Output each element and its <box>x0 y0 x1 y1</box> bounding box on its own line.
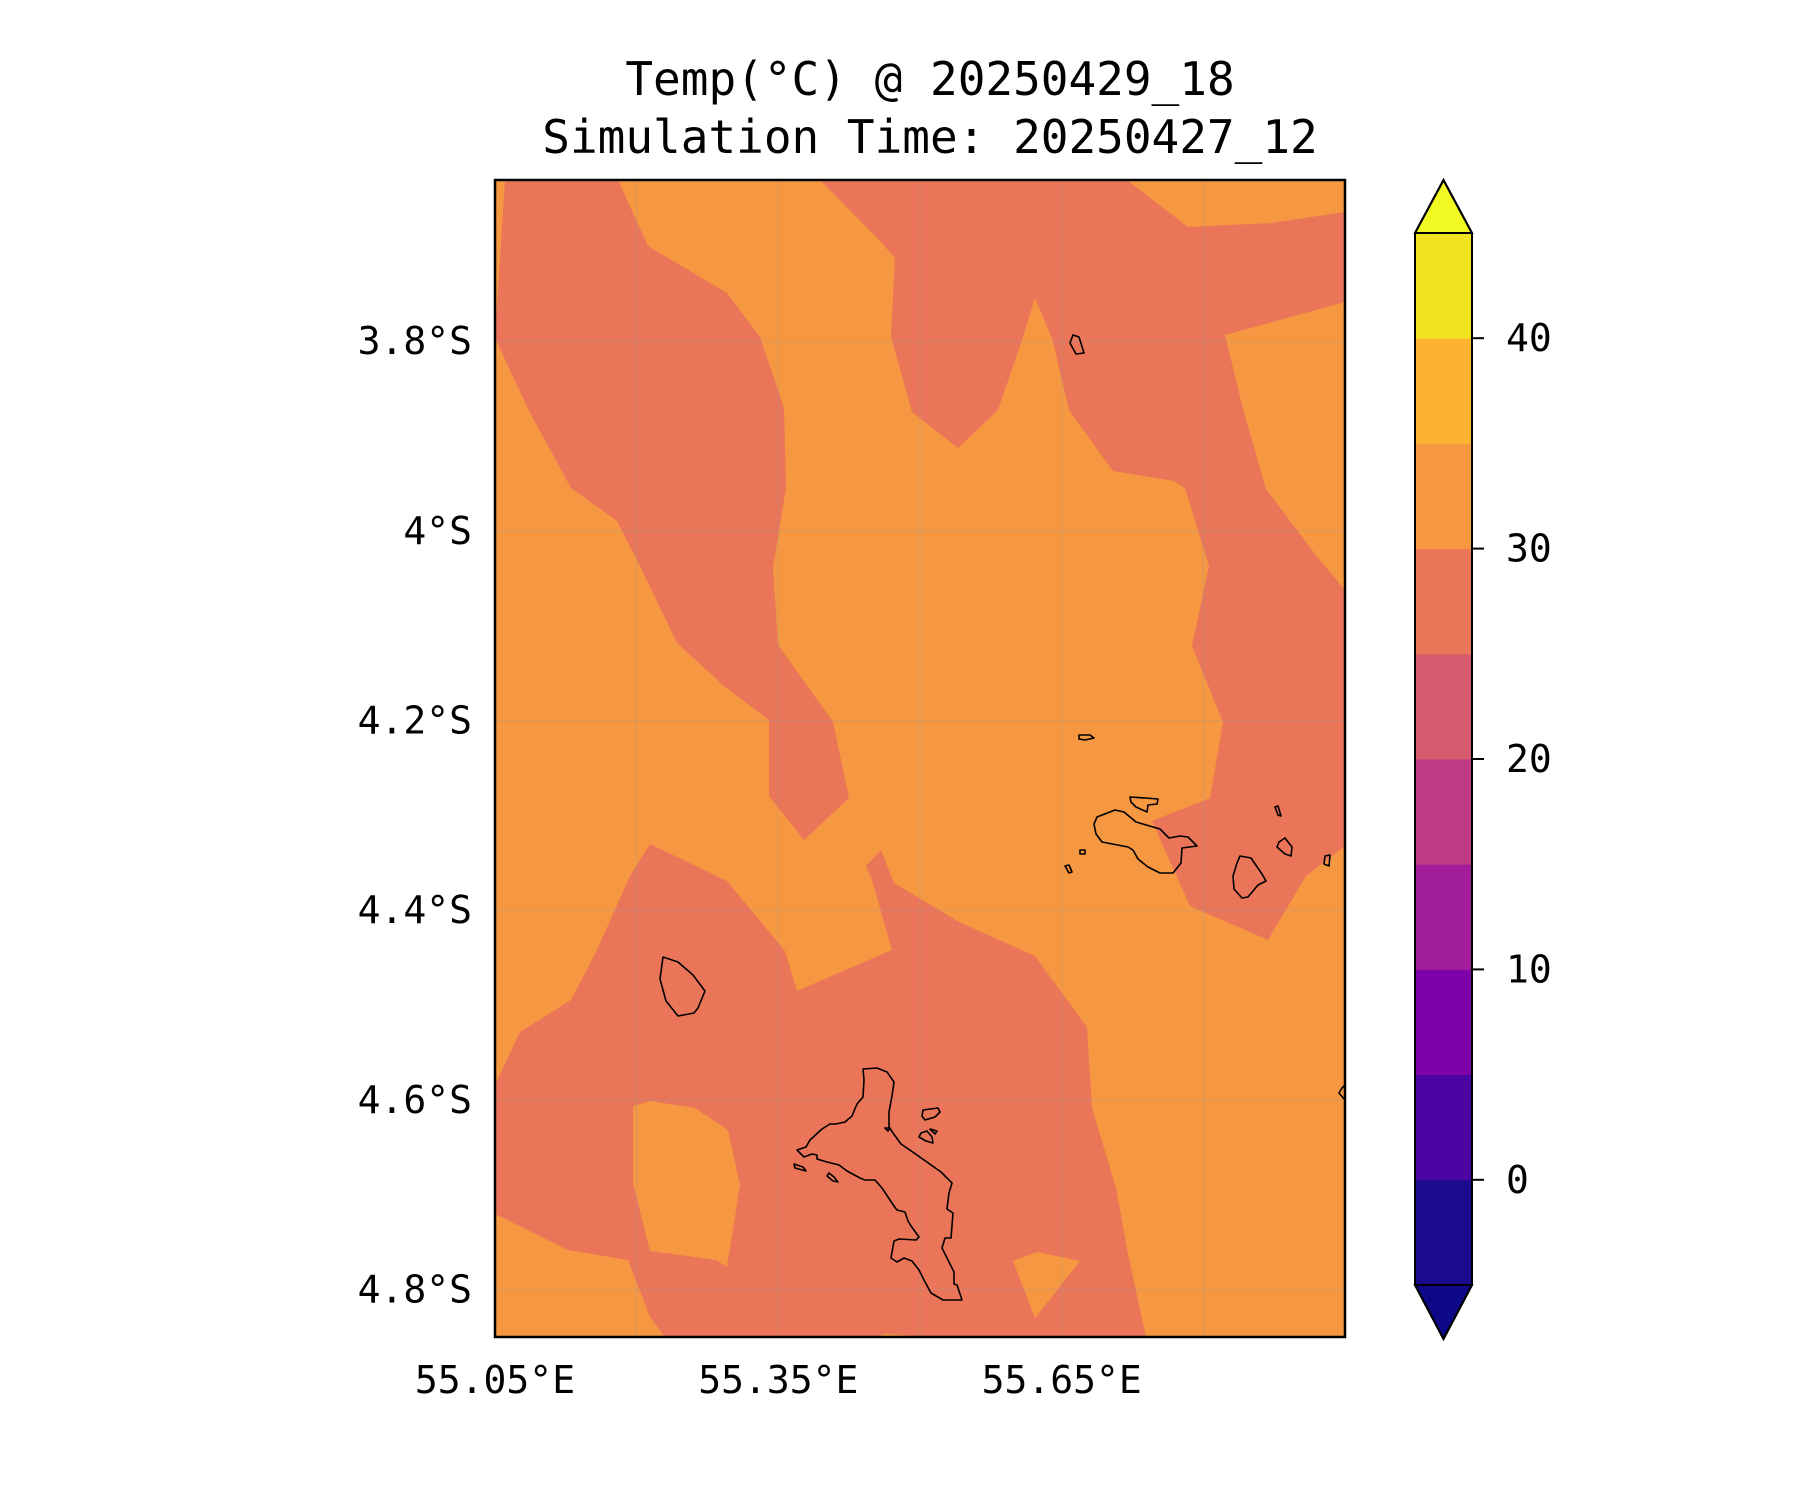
coastline-islet-8 <box>918 1130 934 1144</box>
coastline-mahe-island <box>796 1067 963 1301</box>
title-line-1: Temp(°C) @ 20250429_18 <box>625 52 1235 106</box>
latitude-axis: 3.8°S 4°S 4.2°S 4.4°S 4.6°S 4.8°S <box>358 319 472 1311</box>
coastline-silhouette-island <box>659 956 706 1017</box>
temp-band-30-35-patch-corner <box>495 1214 665 1337</box>
lat-tick-label: 4.8°S <box>358 1268 472 1312</box>
coastline-la-digue-island <box>1232 855 1267 899</box>
colorbar-segment <box>1415 1179 1472 1286</box>
colorbar-under-arrow <box>1413 1284 1474 1342</box>
coastline-islet-3 <box>1274 805 1282 817</box>
coastline-islet-10 <box>793 1163 807 1172</box>
temp-band-25-30-north <box>820 180 1345 940</box>
coastline-island-n <box>1069 334 1085 355</box>
lat-tick-label: 4.2°S <box>358 699 472 743</box>
title-line-2: Simulation Time: 20250427_12 <box>542 110 1318 164</box>
coastlines <box>659 334 1345 1301</box>
coastline-praslin-island <box>1093 809 1198 874</box>
coastline-islet-5 <box>1323 854 1331 867</box>
coastline-islet-1 <box>1079 849 1086 855</box>
colorbar-tick-label: 40 <box>1506 316 1552 360</box>
colorbar-segment <box>1415 338 1472 444</box>
colorbar-segment <box>1415 864 1472 970</box>
colorbar-segment <box>1415 548 1472 655</box>
colorbar-segment <box>1415 653 1472 760</box>
coastline-islet-12 <box>884 1127 891 1132</box>
map-frame <box>493 178 1347 1339</box>
lon-tick-label: 55.05°E <box>415 1358 575 1402</box>
temp-band-25-30-west <box>495 180 849 840</box>
lon-tick-label: 55.65°E <box>982 1358 1142 1402</box>
coastline-islet-7 <box>921 1107 941 1121</box>
colorbar-segment <box>1415 1074 1472 1181</box>
map-gridlines <box>495 180 1345 1337</box>
coastline-islet-11 <box>826 1172 839 1183</box>
coastline-curieuse-island <box>1129 796 1159 813</box>
colorbar-tick-label: 20 <box>1506 737 1552 781</box>
map-area <box>495 180 1345 1337</box>
colorbar-tick-label: 30 <box>1506 527 1552 571</box>
colorbar-segment <box>1415 759 1472 865</box>
longitude-axis: 55.05°E 55.35°E 55.65°E <box>415 1358 1142 1402</box>
colorbar: 0 10 20 30 40 <box>1413 177 1552 1342</box>
colorbar-segment <box>1415 443 1472 550</box>
colorbar-over-arrow <box>1413 177 1474 234</box>
colorbar-tick-label: 0 <box>1506 1158 1529 1202</box>
lat-tick-label: 4.6°S <box>358 1078 472 1122</box>
colorbar-segment <box>1415 969 1472 1076</box>
coastline-islet-2 <box>1064 864 1073 874</box>
coastline-island-mid <box>1078 734 1095 741</box>
colorbar-outline <box>1414 177 1473 1342</box>
lat-tick-label: 3.8°S <box>358 319 472 363</box>
colorbar-tick-label: 10 <box>1506 947 1552 991</box>
map-title: Temp(°C) @ 20250429_18 Simulation Time: … <box>495 50 1365 166</box>
temp-band-30-35-patch-s <box>1013 1252 1080 1318</box>
coastline-islet-4 <box>1276 837 1293 857</box>
temp-band-30-35-patch-sw <box>633 1101 740 1267</box>
lat-tick-label: 4.4°S <box>358 888 472 932</box>
lon-tick-label: 55.35°E <box>698 1358 858 1402</box>
colorbar-segment <box>1415 233 1472 339</box>
coastline-islet-9 <box>929 1128 938 1135</box>
lat-tick-label: 4°S <box>403 509 472 553</box>
